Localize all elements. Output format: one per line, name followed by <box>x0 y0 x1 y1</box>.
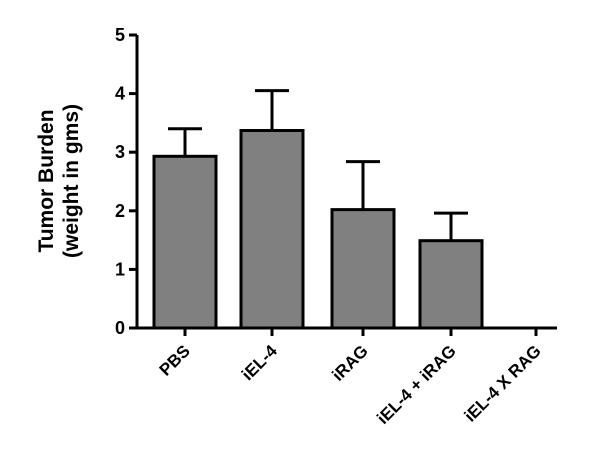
x-tick-label-1: iEL-4 <box>238 341 281 384</box>
y-axis-label-line-1: Tumor Burden <box>35 109 58 252</box>
error-bar-3 <box>434 211 468 241</box>
bar-0 <box>152 154 218 330</box>
y-tick-label-0: 0 <box>115 318 125 338</box>
bars-group <box>152 129 484 330</box>
error-bar-2 <box>346 160 380 210</box>
error-bar-1 <box>255 89 289 131</box>
y-axis-label: Tumor Burden (weight in gms) <box>35 104 83 258</box>
x-tick-label-4: iEL-4 X RAG <box>461 341 545 425</box>
axes-group <box>135 35 557 330</box>
y-tick-label-5: 5 <box>115 25 125 45</box>
y-tick-label-4: 4 <box>115 84 125 104</box>
error-bar-0 <box>168 127 202 157</box>
x-tick-label-2: iRAG <box>328 341 371 384</box>
bar-1 <box>239 129 305 330</box>
x-tick-label-0: PBS <box>156 341 194 379</box>
bar-2 <box>330 208 396 330</box>
y-axis-label-line-2: (weight in gms) <box>60 104 83 258</box>
y-ticks-group: 0 1 2 3 4 5 <box>115 25 137 338</box>
y-tick-label-3: 3 <box>115 142 125 162</box>
bar-3 <box>418 239 484 330</box>
x-tick-label-3: iEL-4 + iRAG <box>373 341 460 428</box>
x-ticks-group: PBS iEL-4 iRAG iEL-4 + iRAG iEL-4 X RAG <box>156 328 545 428</box>
error-bars-group <box>168 89 468 241</box>
y-tick-label-2: 2 <box>115 201 125 221</box>
y-tick-label-1: 1 <box>115 259 125 279</box>
